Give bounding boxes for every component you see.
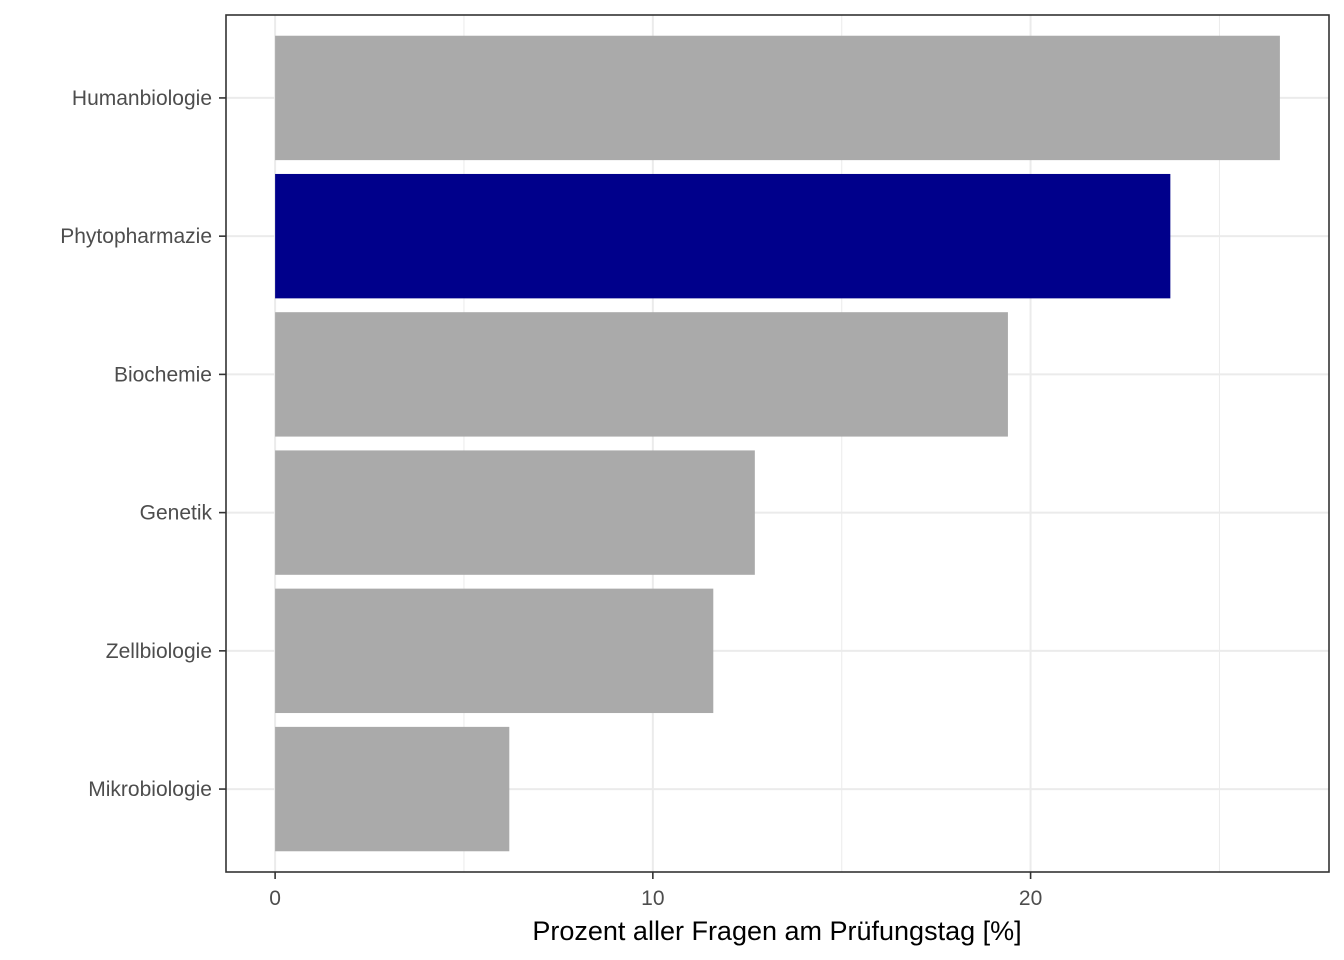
panel-border [225, 14, 1330, 873]
bar-zellbiologie [275, 588, 714, 714]
x-tick-label: 10 [641, 887, 664, 910]
bar-phytopharmazie [275, 173, 1171, 299]
bars [275, 35, 1280, 852]
y-tick-label: Phytopharmazie [60, 225, 212, 248]
x-axis: 0 10 20 [269, 872, 1042, 910]
bar-humanbiologie [275, 35, 1280, 161]
x-tick-label: 0 [269, 887, 281, 910]
bar-biochemie [275, 312, 1008, 437]
y-tick-label: Genetik [140, 502, 213, 525]
y-tick-label: Zellbiologie [106, 640, 212, 663]
x-axis-title: Prozent aller Fragen am Prüfungstag [%] [532, 916, 1021, 946]
bar-mikrobiologie [275, 726, 510, 852]
bar-genetik [275, 450, 755, 575]
y-tick-label: Mikrobiologie [88, 778, 212, 801]
x-tick-label: 20 [1019, 887, 1042, 910]
y-axis: Humanbiologie Phytopharmazie Biochemie Gene… [60, 87, 226, 801]
y-tick-label: Biochemie [114, 363, 212, 386]
y-tick-label: Humanbiologie [72, 87, 212, 110]
